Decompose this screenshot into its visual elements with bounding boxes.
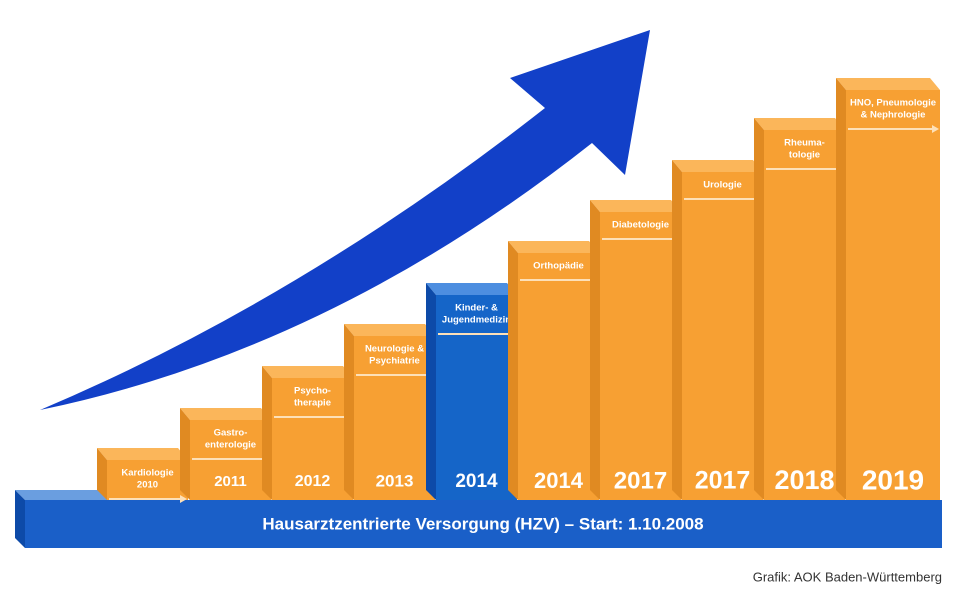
step-side bbox=[97, 448, 107, 500]
step-label: Urologie bbox=[703, 180, 742, 191]
step-arrow-head bbox=[932, 125, 939, 133]
base-side bbox=[15, 490, 25, 548]
step-label: enterologie bbox=[205, 440, 256, 451]
step-year: 2019 bbox=[862, 464, 924, 495]
step-side bbox=[508, 241, 518, 500]
step-side bbox=[262, 366, 272, 500]
step-label: Neurologie & bbox=[365, 344, 424, 355]
step-label: HNO, Pneumologie bbox=[850, 98, 936, 109]
step-side bbox=[180, 408, 190, 500]
step-front bbox=[272, 378, 353, 500]
step-label: & Nephrologie bbox=[861, 110, 926, 121]
step-label: Kinder- & bbox=[455, 303, 498, 314]
step-top bbox=[180, 408, 271, 420]
base-text: Hausarztzentrierte Versorgung (HZV) – St… bbox=[262, 514, 703, 533]
step-year: 2011 bbox=[214, 473, 247, 490]
step-side bbox=[344, 324, 354, 500]
step-label: Psycho- bbox=[294, 386, 331, 397]
step-label: tologie bbox=[789, 150, 820, 161]
step-front bbox=[682, 172, 763, 500]
step-arrow-head bbox=[180, 495, 187, 503]
step-top bbox=[262, 366, 353, 378]
step-year: 2014 bbox=[455, 471, 498, 492]
step-front bbox=[436, 295, 517, 500]
step-label: therapie bbox=[294, 398, 331, 409]
step-top bbox=[344, 324, 435, 336]
step-label: Diabetologie bbox=[612, 220, 669, 231]
step-side bbox=[426, 283, 436, 500]
step-side bbox=[672, 160, 682, 500]
step-front bbox=[600, 212, 681, 500]
step-top bbox=[754, 118, 845, 130]
step-label: Jugendmedizin bbox=[442, 315, 511, 326]
step-label: Psychiatrie bbox=[369, 356, 420, 367]
step-year: 2018 bbox=[774, 465, 834, 495]
step-label: Kardiologie bbox=[121, 468, 173, 479]
step-top bbox=[508, 241, 599, 253]
step-year: 2012 bbox=[295, 473, 331, 490]
step-front bbox=[354, 336, 435, 500]
step-front bbox=[846, 90, 940, 500]
step-year: 2017 bbox=[695, 467, 751, 495]
step-top bbox=[836, 78, 940, 90]
step-label: Gastro- bbox=[214, 428, 248, 439]
base-bar bbox=[25, 500, 942, 548]
growth-arrow bbox=[40, 30, 650, 410]
step-front bbox=[107, 460, 188, 500]
step-year: 2013 bbox=[376, 471, 414, 490]
step-year: 2017 bbox=[614, 467, 667, 494]
base-top bbox=[15, 490, 107, 500]
credit: Grafik: AOK Baden-Württemberg bbox=[753, 569, 942, 584]
step-front bbox=[764, 130, 845, 500]
step-top bbox=[97, 448, 188, 460]
step-label: 2010 bbox=[137, 480, 158, 491]
step-label: Orthopädie bbox=[533, 261, 584, 272]
step-year: 2014 bbox=[534, 468, 584, 493]
step-front bbox=[518, 253, 599, 500]
step-side bbox=[590, 200, 600, 500]
step-top bbox=[672, 160, 763, 172]
step-label: Rheuma- bbox=[784, 138, 825, 149]
step-top bbox=[426, 283, 517, 295]
step-side bbox=[754, 118, 764, 500]
step-top bbox=[590, 200, 681, 212]
step-side bbox=[836, 78, 846, 500]
